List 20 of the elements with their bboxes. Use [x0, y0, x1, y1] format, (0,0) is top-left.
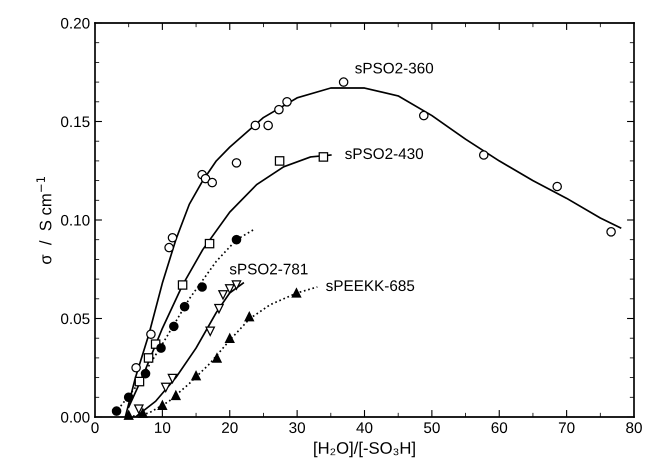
y-axis-title: σ / S cm$^{−1}$	[36, 176, 52, 264]
x-tick-label: 20	[222, 422, 238, 434]
annotation: sPSO2-430	[345, 148, 424, 160]
y-tick-label: 0.00	[61, 412, 90, 423]
x-tick-label: 80	[626, 422, 642, 434]
x-tick-label: 0	[91, 422, 99, 434]
annotation: sPEEKK-685	[326, 280, 414, 292]
y-tick-label: 0.15	[61, 116, 90, 128]
x-tick-label: 70	[558, 422, 575, 434]
x-tick-label: 40	[356, 422, 372, 434]
y-tick-label: 0.20	[61, 18, 90, 29]
annotation: sPSO2-360	[355, 62, 434, 74]
annotation: sPSO2-781	[230, 264, 308, 274]
y-tick-label: 0.05	[61, 313, 90, 324]
x-tick-label: 60	[492, 422, 508, 434]
x-axis-title: [H₂O]/[-SO₃H]	[314, 442, 415, 458]
x-tick-label: 10	[155, 422, 170, 434]
x-tick-label: 30	[289, 422, 306, 434]
y-tick-label: 0.10	[61, 214, 90, 226]
x-tick-label: 50	[424, 422, 440, 434]
